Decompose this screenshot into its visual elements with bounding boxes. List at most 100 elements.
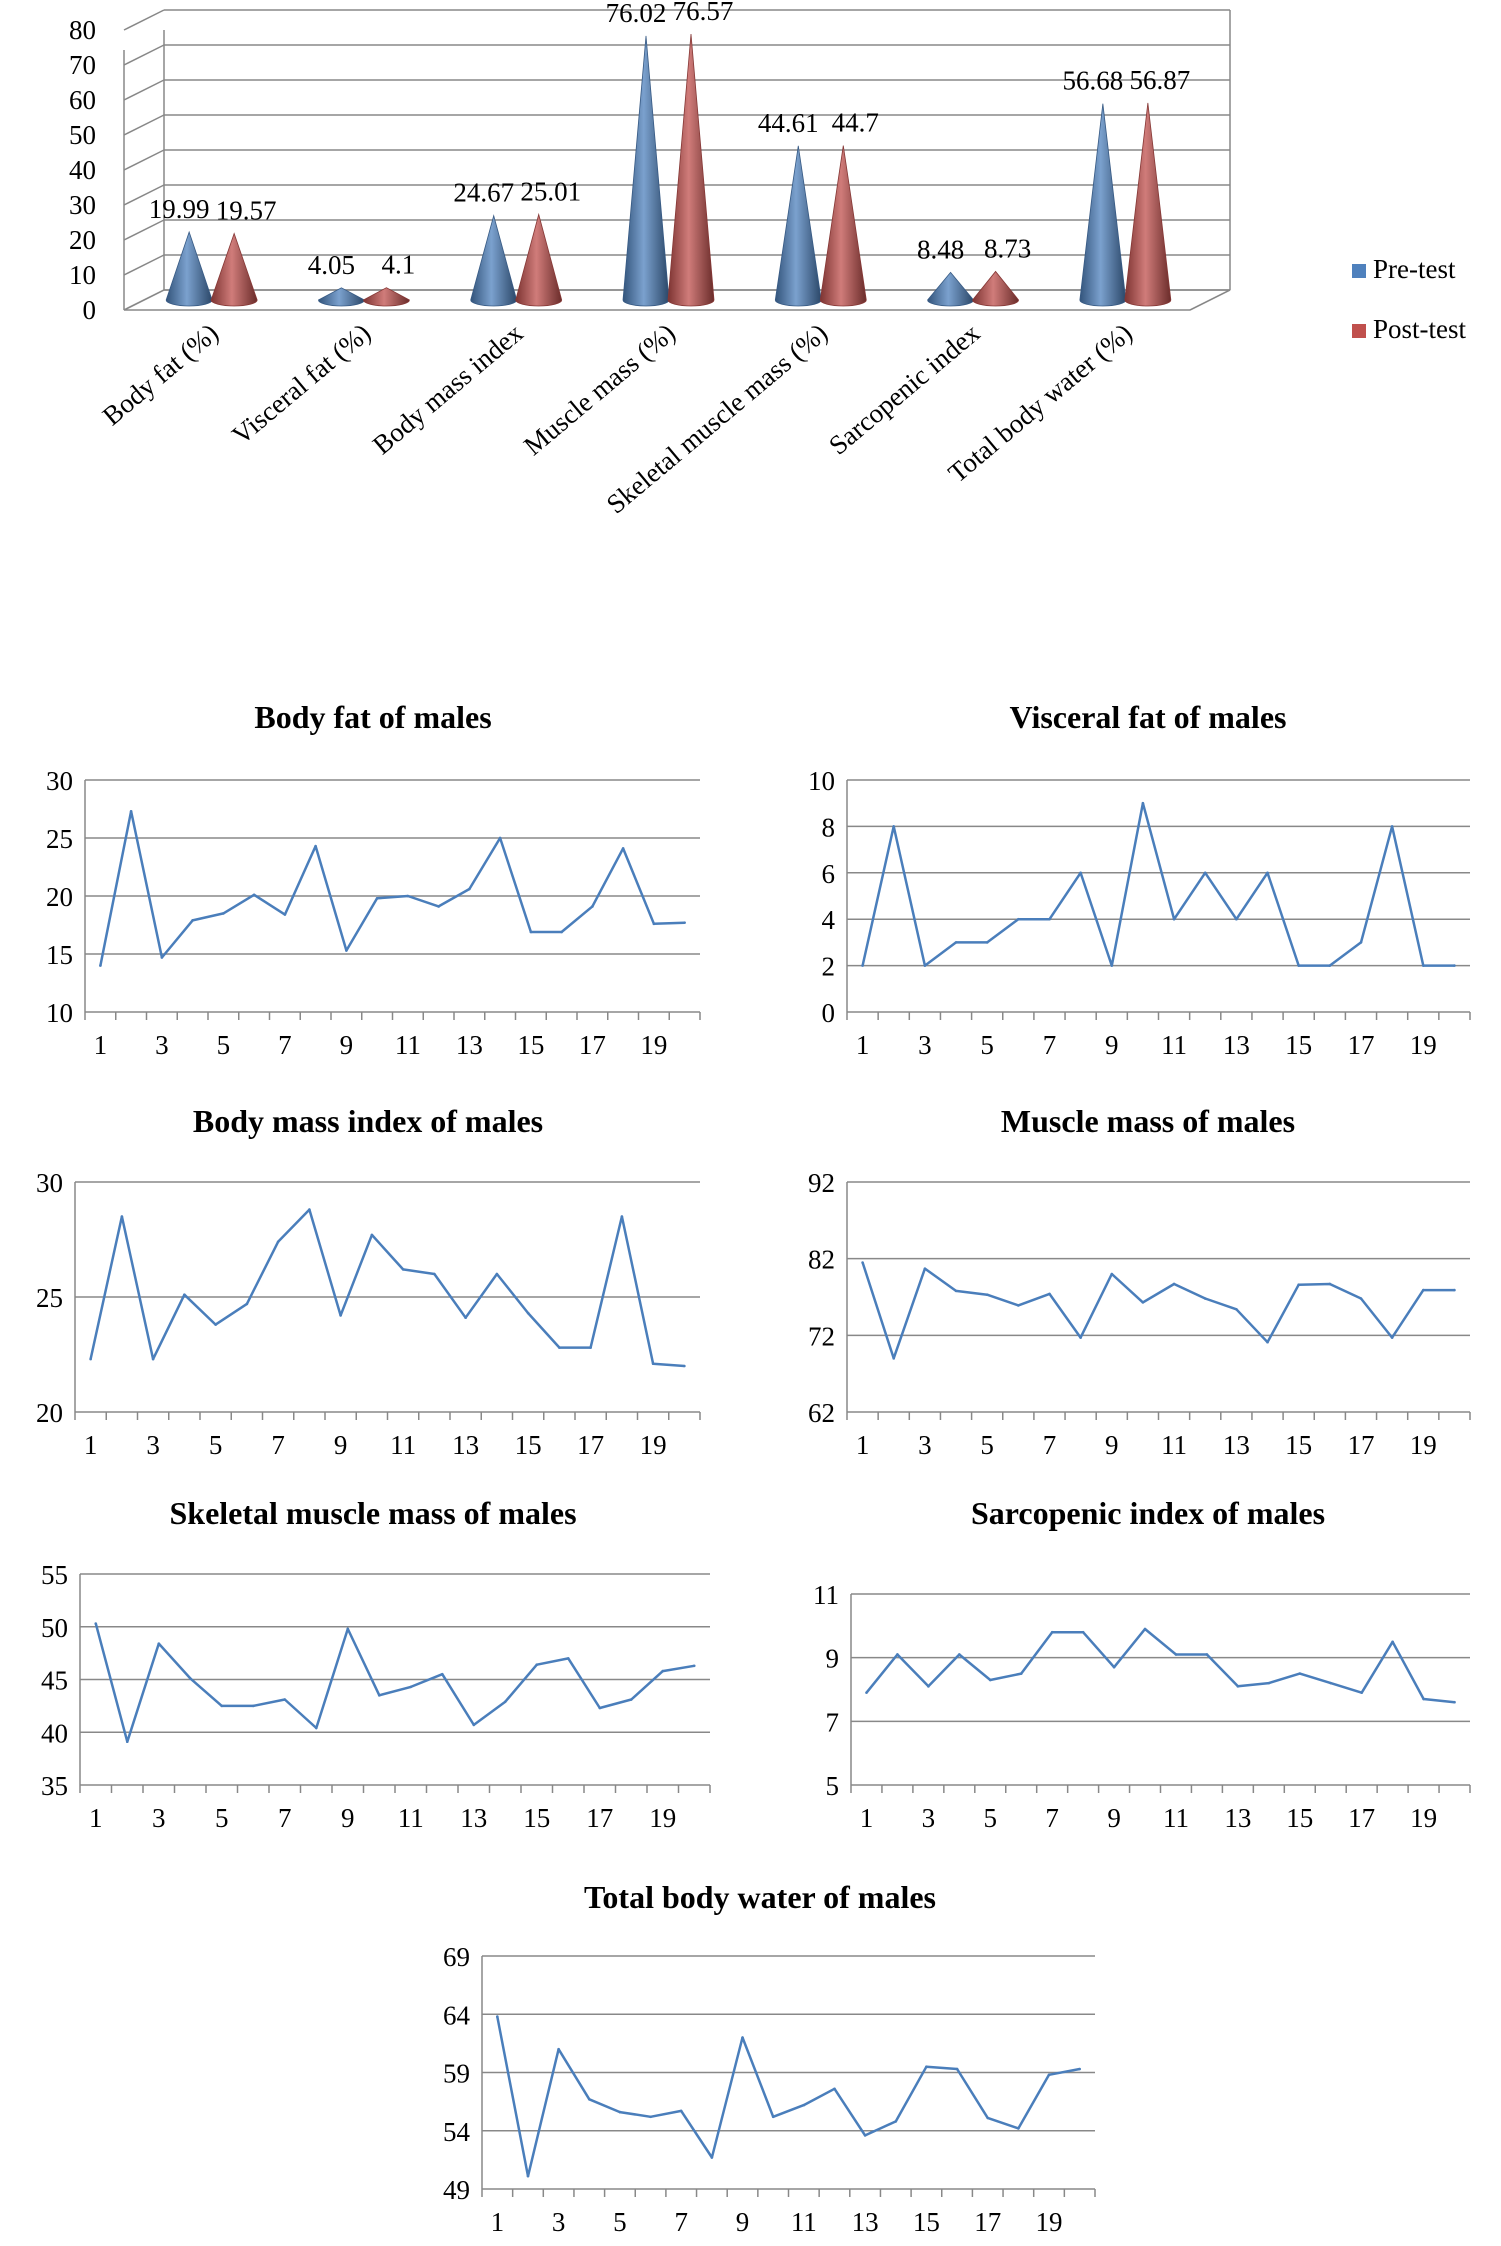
x-tick-label: 17 bbox=[586, 1803, 613, 1833]
data-point bbox=[339, 1314, 342, 1317]
x-tick-label: 7 bbox=[1045, 1803, 1059, 1833]
y-tick-label: 9 bbox=[826, 1644, 840, 1674]
data-point bbox=[346, 1627, 350, 1631]
grid-diagonal bbox=[123, 184, 165, 206]
chart-title: Body fat of males bbox=[254, 699, 491, 735]
data-point bbox=[896, 1653, 899, 1656]
data-point bbox=[1359, 1297, 1363, 1300]
y-tick-label: 64 bbox=[443, 2000, 471, 2030]
data-point bbox=[679, 2109, 683, 2113]
data-point bbox=[1141, 801, 1145, 805]
series-line bbox=[94, 1623, 695, 1743]
data-point bbox=[401, 1268, 405, 1271]
data-point bbox=[1112, 1665, 1116, 1669]
data-point bbox=[314, 1726, 318, 1730]
data-point bbox=[621, 847, 625, 850]
x-tick-label: 7 bbox=[271, 1430, 285, 1460]
y-tick-label: 10 bbox=[808, 766, 835, 796]
series-line bbox=[496, 2016, 1080, 2178]
data-point bbox=[923, 964, 927, 967]
data-point bbox=[245, 1302, 249, 1306]
grid-diagonal bbox=[123, 219, 165, 241]
data-point bbox=[1422, 1697, 1425, 1701]
data-point bbox=[1328, 964, 1332, 967]
data-label: 56.87 bbox=[1129, 65, 1190, 95]
data-point bbox=[1329, 1681, 1333, 1685]
data-point bbox=[1110, 1272, 1114, 1276]
x-tick-label: 9 bbox=[1105, 1030, 1119, 1060]
x-tick-label: 9 bbox=[341, 1803, 355, 1833]
x-tick-label: 19 bbox=[1410, 1430, 1437, 1460]
x-tick-label: 1 bbox=[860, 1803, 874, 1833]
data-point bbox=[496, 2015, 499, 2018]
cone-pre bbox=[165, 230, 213, 307]
x-tick-label: 15 bbox=[1285, 1030, 1312, 1060]
series-line bbox=[99, 810, 685, 966]
cone-pre bbox=[927, 271, 974, 307]
y-tick-label: 11 bbox=[813, 1580, 839, 1610]
data-point bbox=[863, 2134, 867, 2137]
y-tick-label: 2 bbox=[822, 952, 836, 982]
data-label: 56.68 bbox=[1062, 66, 1123, 96]
legend-swatch-post bbox=[1352, 324, 1366, 338]
y-tick-label: 92 bbox=[808, 1168, 835, 1198]
data-point bbox=[894, 2120, 898, 2123]
data-label: 25.01 bbox=[520, 176, 581, 206]
data-label: 44.61 bbox=[758, 108, 819, 138]
data-point bbox=[587, 2097, 591, 2101]
data-point bbox=[629, 1698, 633, 1701]
y-tick-label: 72 bbox=[808, 1321, 835, 1351]
data-point bbox=[468, 887, 471, 891]
data-point bbox=[1050, 1630, 1054, 1634]
x-tick-label: 19 bbox=[1410, 1803, 1437, 1833]
cone-pre bbox=[622, 35, 670, 307]
chart-title: Skeletal muscle mass of males bbox=[169, 1495, 576, 1531]
data-point bbox=[535, 1663, 539, 1667]
x-tick-label: 5 bbox=[215, 1803, 229, 1833]
data-point bbox=[1205, 1653, 1209, 1656]
data-point bbox=[1143, 1627, 1147, 1631]
data-point bbox=[954, 941, 958, 944]
data-point bbox=[498, 836, 502, 840]
legend-label-pre: Pre-test bbox=[1373, 254, 1456, 284]
chart-title: Total body water of males bbox=[584, 1879, 936, 1915]
data-label: 4.1 bbox=[382, 250, 416, 280]
data-label: 76.02 bbox=[606, 0, 667, 28]
data-point bbox=[433, 1272, 436, 1276]
grid-diagonal bbox=[123, 254, 165, 276]
data-point bbox=[927, 1685, 930, 1688]
x-tick-label: 13 bbox=[460, 1803, 487, 1833]
data-point bbox=[1174, 1653, 1178, 1656]
data-point bbox=[865, 1691, 868, 1694]
x-tick-label: 17 bbox=[1347, 1430, 1374, 1460]
cone-post bbox=[819, 145, 867, 307]
data-label: 4.05 bbox=[308, 250, 355, 280]
data-point bbox=[529, 930, 533, 934]
x-tick-label: 3 bbox=[918, 1030, 932, 1060]
chart-title: Sarcopenic index of males bbox=[971, 1495, 1325, 1531]
data-point bbox=[661, 1669, 665, 1673]
y-tick-label: 30 bbox=[46, 766, 73, 796]
y-tick-label: 82 bbox=[808, 1245, 835, 1275]
series-line bbox=[89, 1208, 685, 1368]
x-tick-label: 3 bbox=[918, 1430, 932, 1460]
data-label: 8.48 bbox=[917, 234, 964, 264]
data-point bbox=[99, 964, 102, 967]
data-point bbox=[892, 825, 896, 828]
data-point bbox=[151, 1357, 155, 1361]
data-point bbox=[1391, 1640, 1394, 1644]
x-tick-label: 7 bbox=[674, 2207, 688, 2237]
data-point bbox=[308, 1208, 311, 1211]
data-point bbox=[833, 2087, 836, 2091]
x-tick-label: 15 bbox=[1286, 1803, 1313, 1833]
data-point bbox=[1203, 1297, 1207, 1300]
series-line bbox=[861, 1262, 1455, 1360]
cone-pre bbox=[470, 214, 518, 307]
data-point bbox=[94, 1622, 98, 1625]
x-tick-label: 19 bbox=[1036, 2207, 1063, 2237]
y-tick-label: 40 bbox=[41, 1718, 68, 1748]
x-tick-label: 19 bbox=[640, 1430, 667, 1460]
